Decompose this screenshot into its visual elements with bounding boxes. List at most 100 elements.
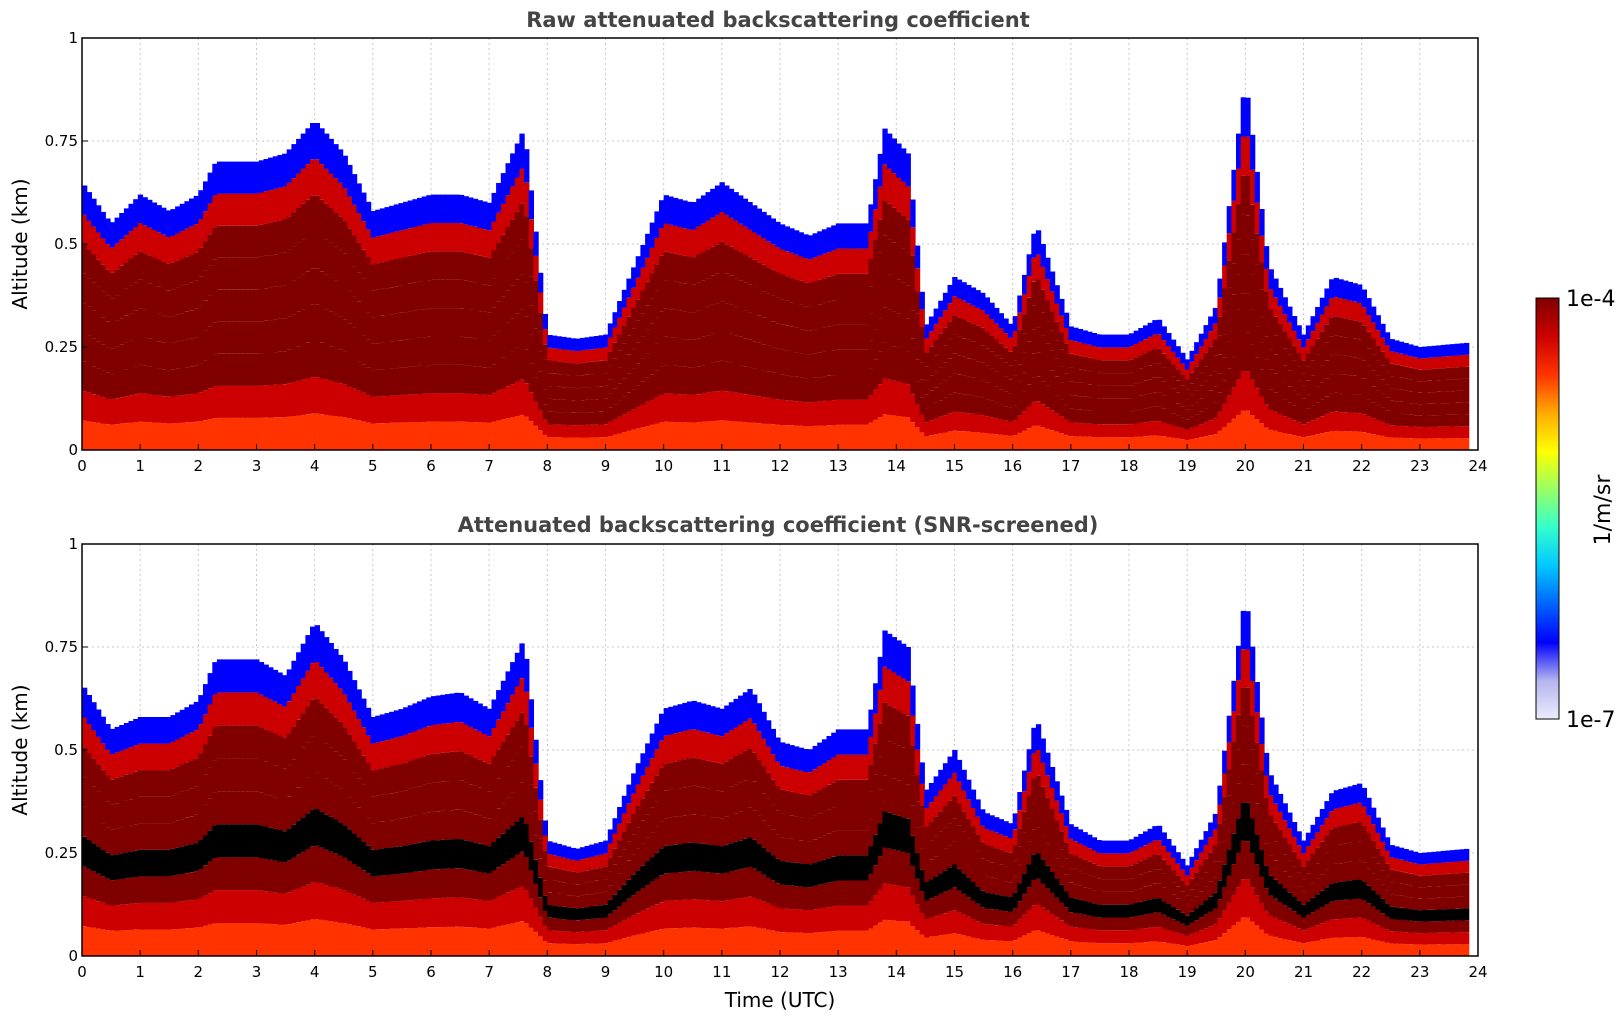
curtain-cell	[1101, 411, 1107, 425]
curtain-cell	[826, 882, 832, 908]
curtain-cell	[496, 212, 502, 243]
curtain-cell	[109, 348, 116, 375]
curtain-cell	[1263, 246, 1270, 269]
curtain-cell	[1329, 374, 1335, 394]
curtain-cell	[724, 733, 730, 762]
curtain-cell	[296, 854, 302, 889]
curtain-cell	[617, 334, 623, 351]
curtain-cell	[956, 393, 963, 413]
curtain-cell	[738, 308, 744, 337]
curtain-cell	[449, 810, 455, 840]
curtain-cell	[663, 308, 669, 337]
curtain-cell	[617, 433, 623, 450]
curtain-cell	[1110, 917, 1116, 931]
curtain-cell	[1194, 848, 1200, 861]
curtain-cell	[1366, 416, 1372, 434]
curtain-cell	[579, 859, 586, 872]
curtain-cell	[728, 217, 735, 247]
curtain-cell	[807, 330, 814, 355]
curtain-cell	[482, 284, 488, 312]
curtain-cell	[528, 727, 534, 757]
curtain-cell	[747, 778, 753, 808]
curtain-cell	[133, 929, 139, 956]
curtain-cell	[1357, 431, 1363, 450]
curtain-cell	[342, 792, 348, 826]
curtain-cell	[291, 824, 297, 858]
curtain-cell	[1245, 293, 1251, 333]
curtain-cell	[426, 393, 432, 422]
curtain-cell	[877, 889, 883, 923]
curtain-cell	[631, 429, 637, 450]
curtain-cell	[686, 758, 693, 787]
curtain-cell	[482, 706, 488, 734]
curtain-cell	[998, 419, 1004, 435]
curtain-cell	[645, 908, 651, 933]
curtain-cell	[314, 698, 320, 736]
curtain-cell	[426, 280, 432, 309]
curtain-cell	[770, 398, 776, 425]
curtain-cell	[1040, 381, 1046, 405]
curtain-cell	[1329, 298, 1335, 318]
curtain-cell	[445, 336, 451, 365]
curtain-cell	[705, 392, 711, 422]
curtain-cell	[933, 355, 939, 372]
curtain-cell	[1166, 839, 1172, 852]
curtain-cell	[528, 813, 534, 842]
curtain-cell	[775, 424, 781, 450]
curtain-cell	[542, 374, 548, 390]
curtain-cell	[696, 226, 702, 255]
curtain-cell	[393, 286, 400, 314]
curtain-cell	[1259, 289, 1265, 317]
curtain-cell	[1003, 406, 1009, 421]
curtain-cell	[812, 839, 818, 863]
curtain-cell	[1194, 908, 1200, 921]
curtain-cell	[705, 900, 711, 929]
curtain-cell	[310, 159, 316, 196]
curtain-cell	[961, 356, 967, 376]
curtain-cell	[956, 934, 963, 956]
curtain-cell	[123, 826, 130, 853]
curtain-cell	[570, 338, 576, 351]
curtain-cell	[496, 749, 502, 779]
curtain-cell	[654, 878, 660, 905]
curtain-cell	[989, 940, 995, 956]
curtain-cell	[500, 419, 507, 450]
curtain-cell	[789, 400, 795, 426]
curtain-cell	[1026, 841, 1032, 865]
curtain-cell	[91, 254, 97, 283]
curtain-cell	[584, 858, 590, 871]
curtain-cell	[863, 880, 870, 906]
curtain-cell	[1073, 409, 1079, 423]
curtain-cell	[1412, 368, 1419, 381]
curtain-cell	[1012, 908, 1018, 925]
curtain-cell	[119, 930, 125, 956]
curtain-cell	[1263, 336, 1270, 360]
curtain-cell	[486, 791, 493, 819]
curtain-cell	[198, 276, 204, 306]
curtain-cell	[998, 374, 1004, 390]
curtain-cell	[1254, 388, 1260, 420]
curtain-cell	[817, 328, 823, 353]
curtain-cell	[249, 257, 255, 290]
curtain-cell	[105, 295, 111, 322]
curtain-cell	[1129, 385, 1135, 399]
curtain-cell	[952, 795, 958, 819]
curtain-cell	[812, 401, 818, 426]
curtain-cell	[1087, 888, 1093, 903]
curtain-cell	[291, 923, 297, 956]
curtain-cell	[742, 692, 749, 722]
curtain-cell	[230, 289, 237, 322]
curtain-cell	[272, 924, 279, 956]
curtain-cell	[1045, 797, 1051, 821]
curtain-cell	[933, 418, 939, 435]
curtain-cell	[1240, 97, 1246, 137]
curtain-cell	[970, 789, 977, 809]
curtain-cell	[161, 876, 167, 903]
curtain-cell	[1049, 271, 1056, 292]
curtain-cell	[780, 742, 786, 767]
curtain-cell	[533, 811, 539, 836]
curtain-cell	[398, 340, 404, 368]
curtain-cell	[859, 729, 865, 755]
curtain-cell	[700, 759, 707, 788]
curtain-cell	[1096, 347, 1102, 361]
